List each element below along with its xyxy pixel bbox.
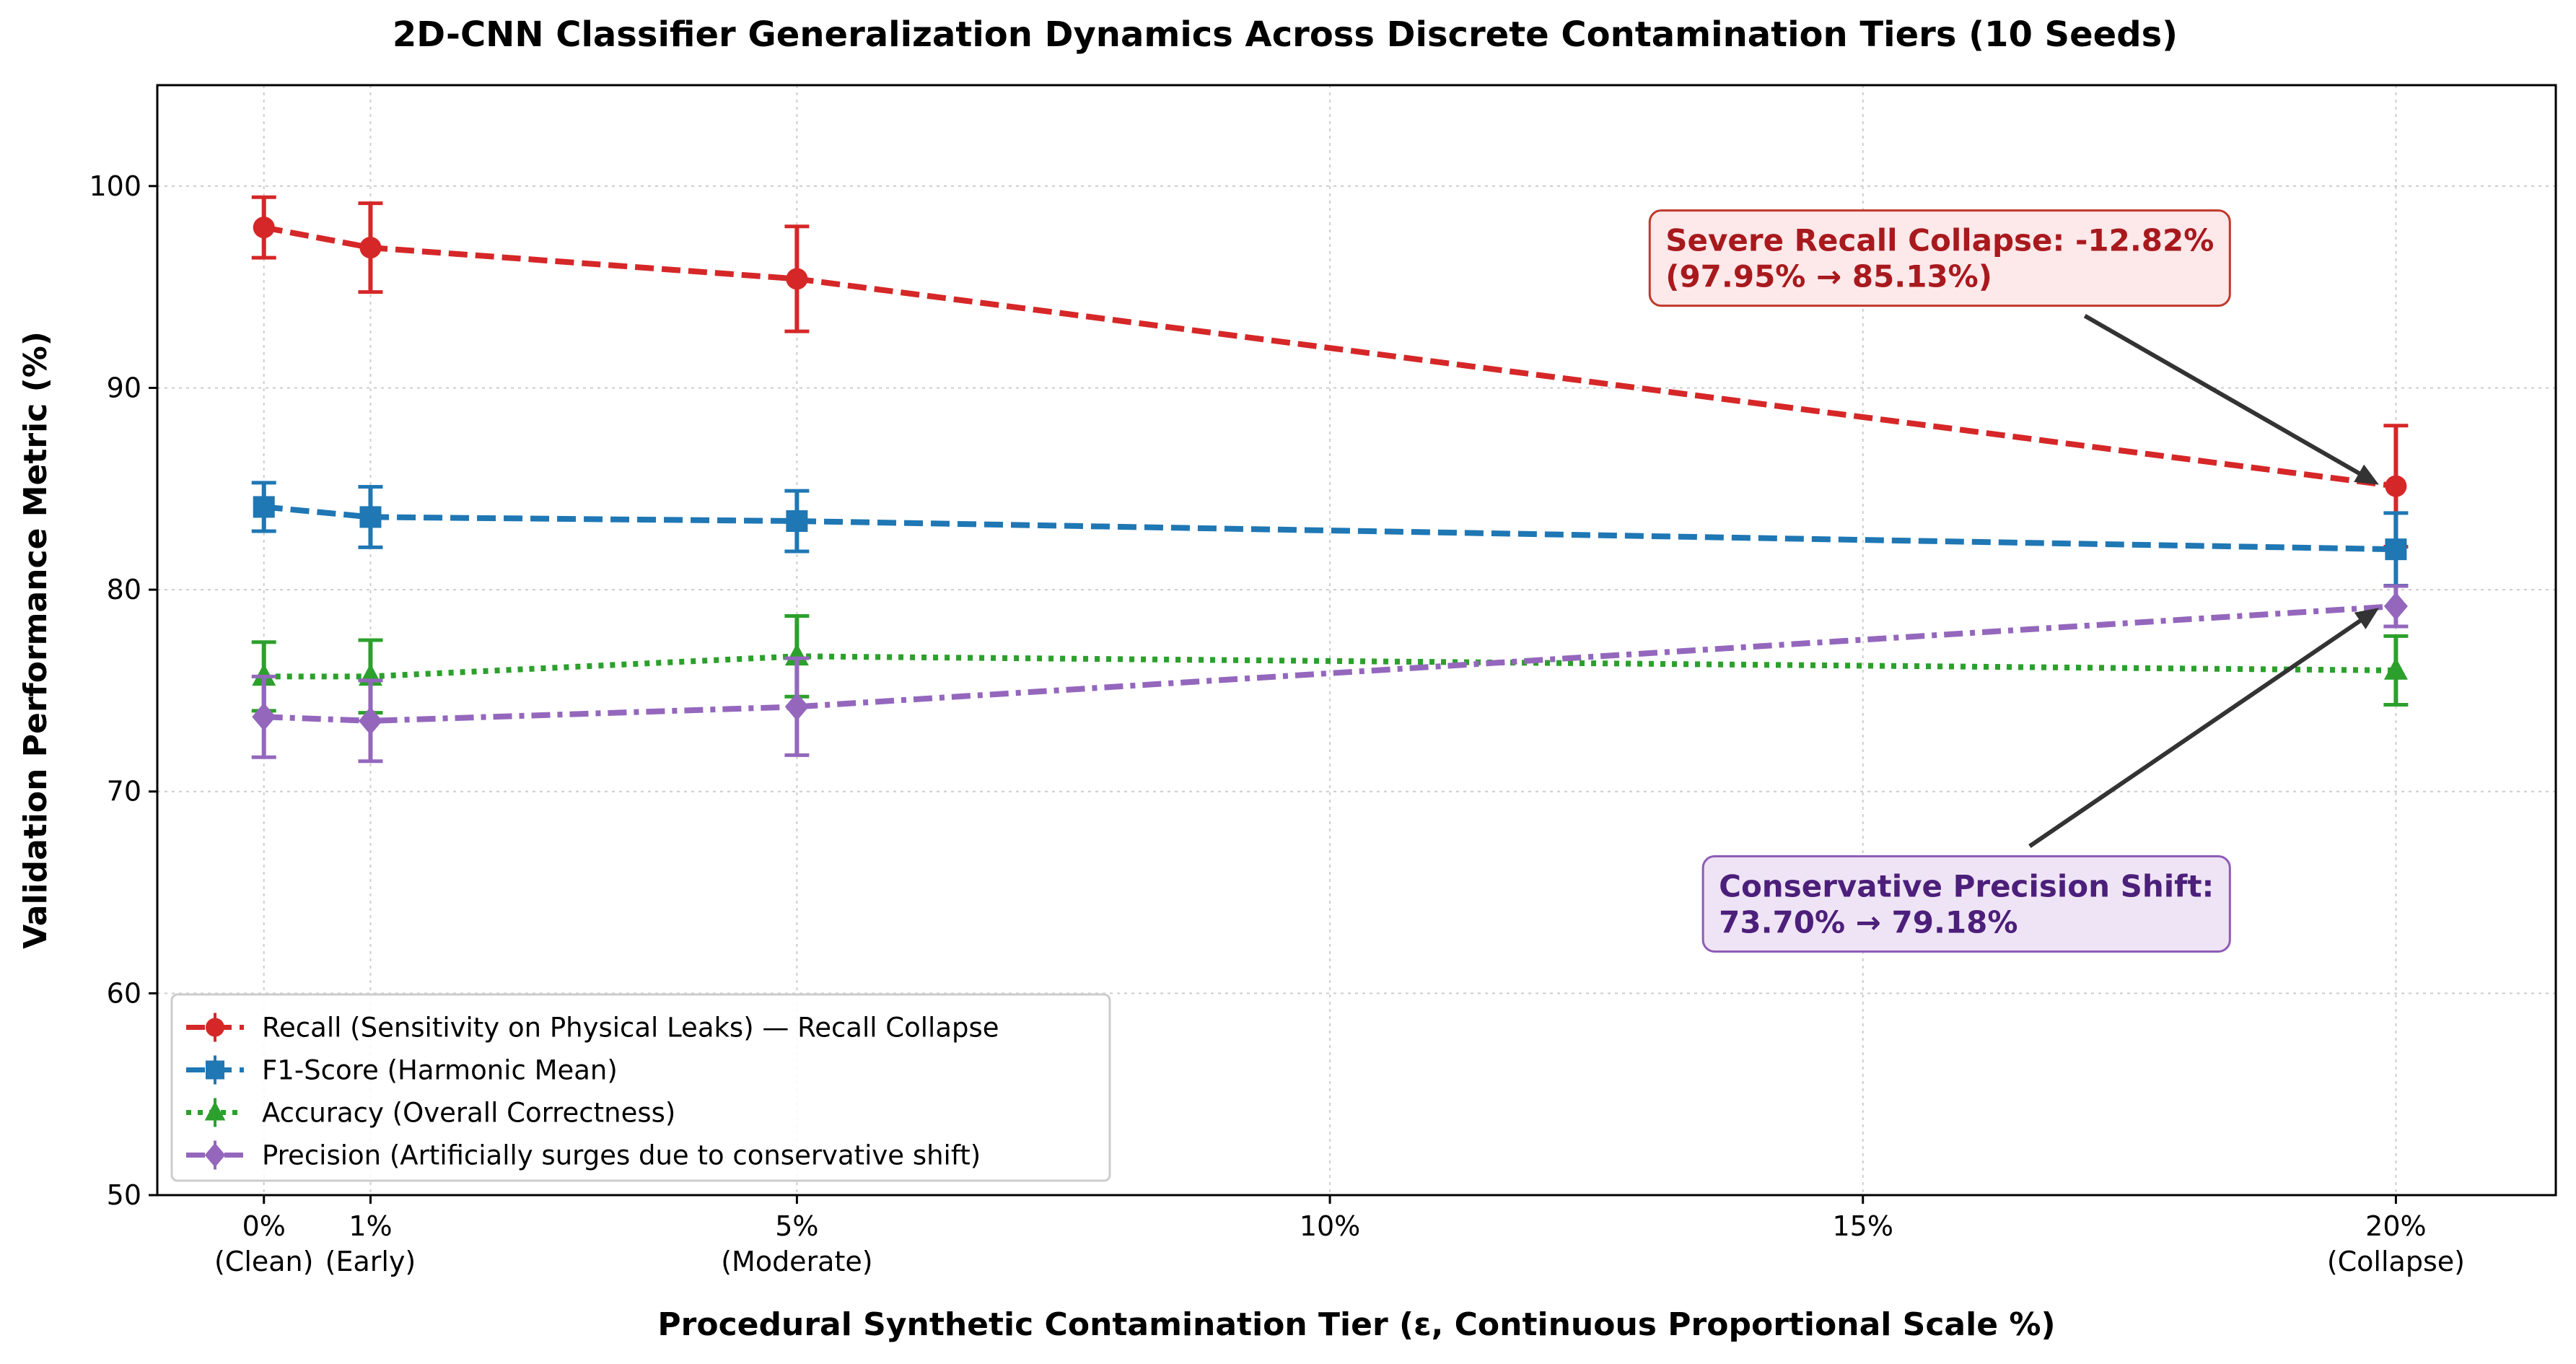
x-tick-label: 10% — [1300, 1210, 1360, 1242]
annotation-box — [1648, 209, 2231, 307]
data-point — [786, 510, 808, 533]
series-layer — [251, 195, 2409, 764]
legend-marker — [204, 1142, 226, 1168]
plot-frame — [156, 84, 2557, 1197]
series-3 — [251, 584, 2409, 764]
series-line — [263, 504, 2396, 553]
x-tick-sublabel: (Moderate) — [721, 1246, 872, 1277]
data-point — [253, 496, 275, 518]
y-axis-label: Validation Performance Metric (%) — [17, 331, 54, 949]
x-tick-label: 20% — [2365, 1210, 2426, 1242]
data-point — [2385, 475, 2407, 497]
x-tick-label: 15% — [1832, 1210, 1893, 1242]
y-tick-label: 100 — [89, 170, 141, 202]
data-point — [2383, 592, 2408, 621]
x-tick-label: 5% — [775, 1210, 818, 1242]
y-tick-label: 60 — [107, 977, 141, 1009]
legend-label: Recall (Sensitivity on Physical Leaks) —… — [262, 1013, 999, 1044]
legend-label: F1-Score (Harmonic Mean) — [262, 1055, 618, 1086]
annotation-arrow — [2028, 615, 2367, 848]
annotation-arrow — [2083, 314, 2367, 479]
annotation-0: Severe Recall Collapse: -12.82%(97.95% →… — [1648, 209, 2379, 485]
data-point — [784, 692, 809, 721]
data-point — [252, 663, 276, 686]
series-line — [263, 603, 2396, 724]
x-tick-sublabel: (Clean) — [214, 1246, 314, 1277]
y-tick-label: 80 — [107, 574, 141, 606]
legend-label: Accuracy (Overall Correctness) — [262, 1098, 675, 1129]
chart-title: 2D-CNN Classifier Generalization Dynamic… — [393, 14, 2178, 55]
data-point — [359, 506, 382, 528]
series-line — [263, 224, 2396, 489]
legend: Recall (Sensitivity on Physical Leaks) —… — [170, 993, 1111, 1182]
data-point — [359, 237, 382, 259]
data-point — [252, 702, 276, 731]
x-tick-label: 1% — [349, 1210, 392, 1242]
legend-entry: Recall (Sensitivity on Physical Leaks) —… — [186, 1013, 999, 1044]
legend-marker — [206, 1060, 224, 1080]
annotation-1: Conservative Precision Shift:73.70% → 79… — [1701, 608, 2380, 953]
x-axis-label: Procedural Synthetic Contamination Tier … — [657, 1306, 2055, 1343]
x-tick-label: 0% — [242, 1210, 286, 1242]
annotation-arrowhead — [2354, 464, 2379, 485]
legend-entry: F1-Score (Harmonic Mean) — [186, 1055, 618, 1086]
data-point — [253, 217, 275, 239]
data-point — [358, 707, 382, 735]
annotation-text: Severe Recall Collapse: -12.82% — [1665, 223, 2214, 258]
legend-marker — [206, 1018, 224, 1037]
annotation-box — [1701, 854, 2231, 953]
y-tick-label: 50 — [107, 1179, 141, 1211]
y-tick-label: 70 — [107, 776, 141, 808]
annotation-layer: Severe Recall Collapse: -12.82%(97.95% →… — [1648, 209, 2380, 953]
annotation-text: Conservative Precision Shift: — [1719, 868, 2214, 904]
legend-box — [170, 993, 1111, 1182]
y-tick-label: 90 — [107, 372, 141, 403]
annotation-arrowhead — [2354, 608, 2380, 629]
legend-entry: Precision (Artificially surges due to co… — [186, 1140, 981, 1171]
annotation-text: (97.95% → 85.13%) — [1665, 259, 1992, 294]
legend-label: Precision (Artificially surges due to co… — [262, 1140, 981, 1171]
annotation-text: 73.70% → 79.18% — [1719, 904, 2018, 940]
x-tick-sublabel: (Early) — [325, 1246, 416, 1277]
ticks: 0% (Clean) 1% (Early) 5% (Moderate) 10% 15% 20% (… — [89, 170, 2465, 1277]
x-tick-sublabel: (Collapse) — [2327, 1246, 2465, 1277]
legend-marker — [204, 1101, 226, 1121]
data-point — [786, 268, 808, 290]
data-point — [2383, 657, 2408, 680]
series-1 — [251, 481, 2409, 587]
data-point — [2385, 538, 2407, 561]
legend-entry: Accuracy (Overall Correctness) — [186, 1098, 675, 1129]
